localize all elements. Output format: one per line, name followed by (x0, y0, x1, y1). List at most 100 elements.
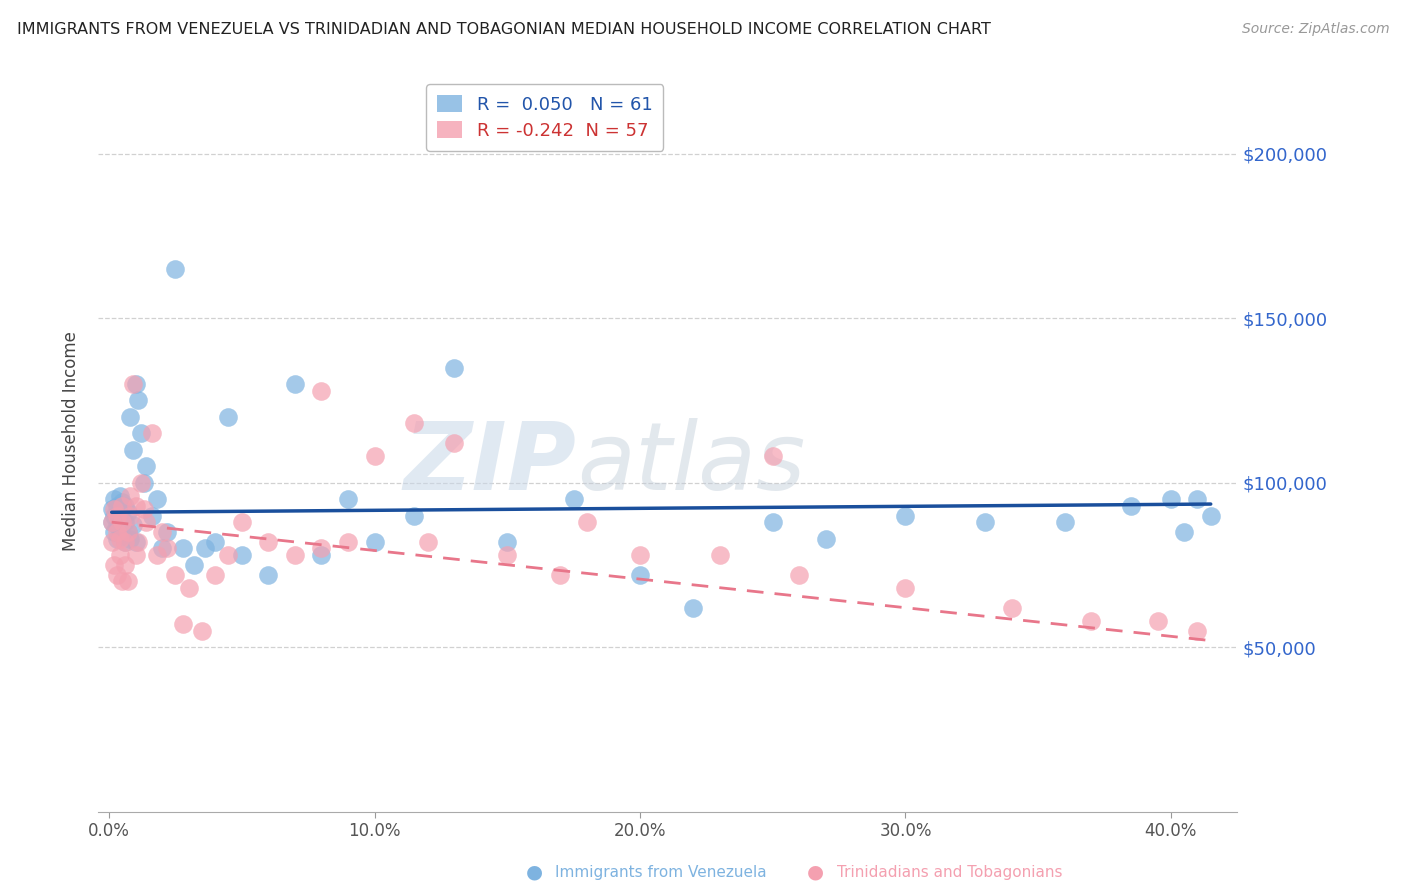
Point (1160, 492, 1182, 507)
Point (127, 393, 149, 408)
Point (191, 624, 214, 638)
Text: Trinidadians and Tobagonians: Trinidadians and Tobagonians (837, 865, 1062, 880)
Point (363, 535, 385, 549)
Point (135, 515, 157, 529)
Point (1119, 499, 1142, 513)
Point (156, 524, 179, 539)
Point (1173, 524, 1195, 539)
Point (404, 508, 426, 523)
Point (122, 376, 145, 391)
Point (150, 524, 173, 539)
Point (443, 436, 465, 450)
Text: IMMIGRANTS FROM VENEZUELA VS TRINIDADIAN AND TOBAGONIAN MEDIAN HOUSEHOLD INCOME : IMMIGRANTS FROM VENEZUELA VS TRINIDADIAN… (17, 22, 991, 37)
Point (496, 548, 519, 562)
Point (156, 541, 179, 556)
Point (122, 518, 145, 533)
Point (150, 541, 173, 556)
Text: ●: ● (526, 863, 543, 882)
Point (575, 515, 598, 529)
Point (974, 515, 997, 529)
Point (628, 548, 651, 562)
Point (111, 574, 134, 589)
Point (562, 492, 585, 507)
Point (105, 532, 128, 546)
Point (443, 360, 465, 375)
Point (111, 499, 134, 513)
Point (231, 548, 253, 562)
Point (103, 508, 125, 523)
Point (183, 558, 205, 572)
Point (146, 492, 169, 507)
Point (257, 567, 280, 582)
Point (550, 567, 572, 582)
Point (1199, 508, 1222, 523)
Point (117, 505, 139, 519)
Point (111, 495, 134, 509)
Point (1187, 624, 1209, 638)
Y-axis label: Median Household Income: Median Household Income (62, 332, 80, 551)
Point (165, 567, 187, 582)
Point (218, 548, 240, 562)
Point (177, 581, 200, 595)
Point (114, 535, 136, 549)
Point (894, 581, 917, 595)
Point (284, 548, 307, 562)
Point (682, 600, 704, 615)
Point (141, 508, 163, 523)
Point (124, 499, 146, 513)
Point (1053, 515, 1076, 529)
Point (127, 535, 149, 549)
Point (1146, 614, 1168, 628)
Text: ●: ● (807, 863, 824, 882)
Legend: R =  0.050   N = 61, R = -0.242  N = 57: R = 0.050 N = 61, R = -0.242 N = 57 (426, 84, 664, 151)
Point (141, 426, 163, 441)
Point (117, 574, 139, 589)
Point (100, 515, 122, 529)
Point (114, 535, 136, 549)
Point (363, 450, 385, 464)
Point (111, 515, 134, 529)
Point (336, 492, 359, 507)
Point (124, 548, 146, 562)
Point (124, 535, 146, 549)
Point (135, 459, 157, 474)
Point (120, 508, 142, 523)
Point (120, 409, 142, 424)
Point (762, 450, 785, 464)
Point (1001, 600, 1024, 615)
Point (105, 518, 128, 533)
Point (218, 409, 240, 424)
Point (165, 261, 187, 276)
Point (117, 524, 139, 539)
Point (114, 558, 136, 572)
Point (404, 417, 426, 431)
Point (117, 524, 139, 539)
Point (146, 548, 169, 562)
Point (108, 522, 131, 536)
Point (496, 535, 519, 549)
Point (105, 508, 128, 523)
Point (100, 535, 122, 549)
Point (204, 535, 226, 549)
Point (172, 541, 194, 556)
Point (787, 567, 810, 582)
Point (762, 515, 785, 529)
Point (311, 384, 333, 398)
Point (100, 502, 122, 516)
Point (114, 515, 136, 529)
Point (132, 502, 155, 516)
Text: atlas: atlas (576, 418, 806, 509)
Point (111, 528, 134, 542)
Text: Immigrants from Venezuela: Immigrants from Venezuela (555, 865, 768, 880)
Point (204, 567, 226, 582)
Point (100, 515, 122, 529)
Point (709, 548, 731, 562)
Point (172, 617, 194, 632)
Point (103, 492, 125, 507)
Point (103, 558, 125, 572)
Point (194, 541, 217, 556)
Point (894, 508, 917, 523)
Point (284, 376, 307, 391)
Point (108, 505, 131, 519)
Text: ZIP: ZIP (404, 417, 576, 509)
